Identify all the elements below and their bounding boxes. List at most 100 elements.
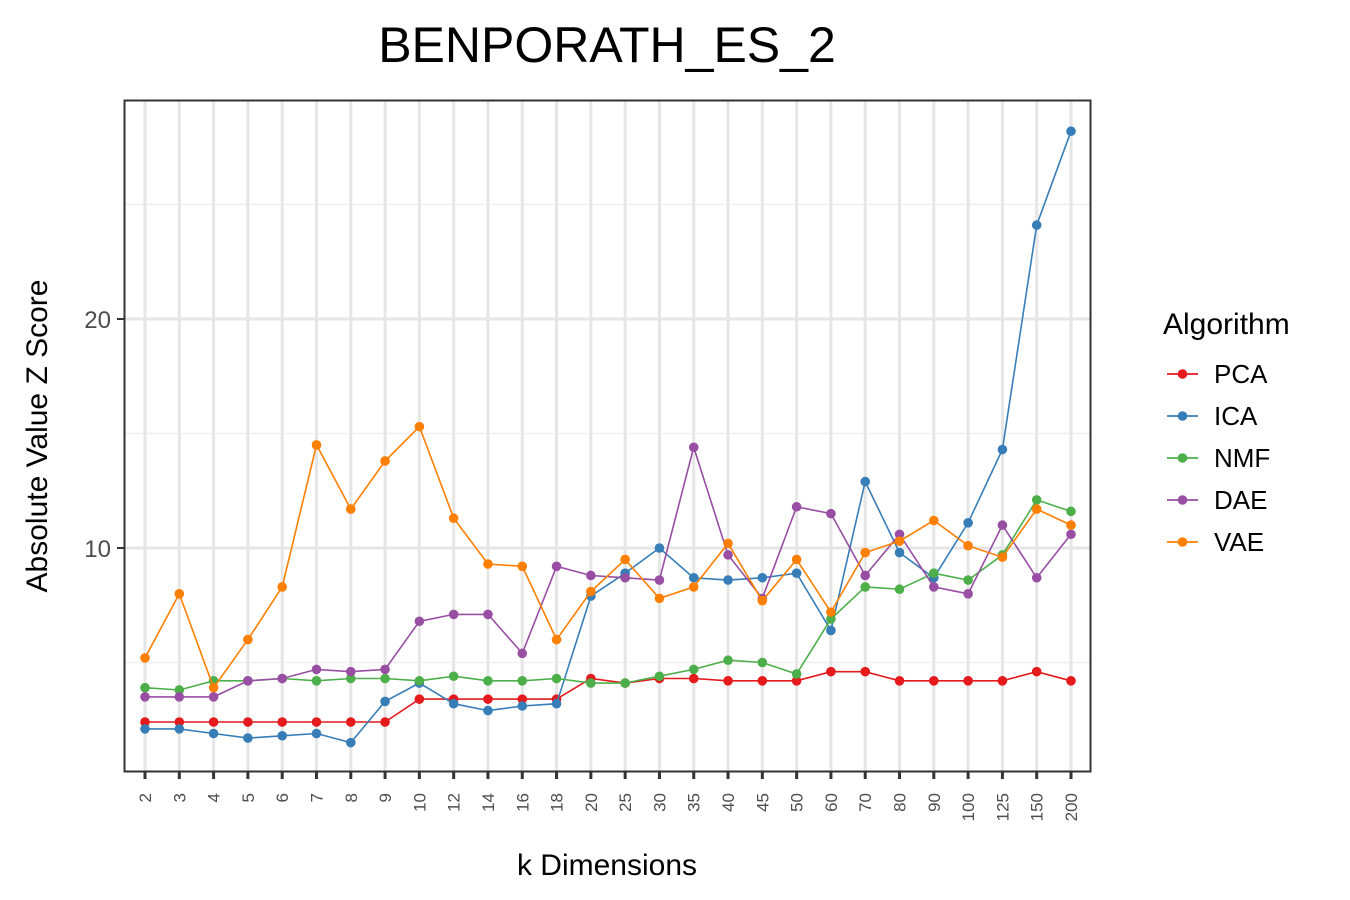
data-point-dae (277, 673, 287, 684)
x-tick-label: 10 (410, 793, 429, 812)
data-point-dae (414, 616, 425, 627)
data-point-nmf (654, 671, 665, 682)
series-line-dae (145, 444, 1072, 698)
data-point-ica (791, 568, 802, 578)
data-point-vae (1031, 504, 1042, 514)
data-point-vae (551, 634, 562, 645)
x-tick-label: 14 (479, 793, 498, 812)
x-tick-label: 70 (856, 793, 875, 812)
data-point-dae (311, 664, 322, 675)
data-point-ica (894, 547, 905, 558)
data-point-pca (345, 717, 356, 727)
x-tick-label: 2 (136, 793, 155, 802)
series-line-nmf (144, 498, 1072, 691)
data-point-dae (929, 582, 939, 592)
x-tick-label: 100 (959, 793, 978, 821)
series-ica (140, 126, 1076, 748)
data-point-nmf (174, 685, 185, 695)
data-point-dae (208, 692, 219, 702)
data-point-ica (551, 698, 562, 709)
x-tick-label: 5 (239, 793, 258, 802)
data-point-pca (483, 694, 493, 704)
data-point-ica (757, 572, 768, 583)
data-point-dae (586, 570, 596, 581)
legend-item-pca: PCA (1167, 359, 1268, 389)
x-tick-label: 30 (650, 793, 669, 812)
x-tick-label: 40 (719, 793, 738, 812)
y-axis: 10 20 (84, 307, 125, 563)
data-point-ica (654, 543, 665, 553)
legend-key-point (1177, 495, 1188, 505)
data-point-nmf (483, 676, 493, 686)
grid-lines (125, 101, 1090, 771)
legend-item-nmf: NMF (1167, 443, 1270, 473)
data-point-nmf (140, 682, 150, 693)
data-point-pca (929, 676, 939, 686)
x-tick-label: 9 (376, 793, 395, 802)
data-point-vae (380, 456, 390, 466)
legend-label: PCA (1214, 359, 1268, 389)
legend-key-point (1177, 411, 1188, 421)
x-axis-title: k Dimensions (517, 849, 697, 882)
data-point-nmf (1031, 495, 1042, 505)
legend-title: Algorithm (1163, 308, 1290, 341)
x-tick-label: 90 (925, 793, 944, 812)
data-point-vae (140, 653, 150, 663)
data-point-ica (1031, 220, 1042, 230)
data-point-pca (174, 717, 185, 727)
data-point-vae (963, 540, 973, 551)
legend-label: DAE (1214, 485, 1267, 515)
x-tick-label: 35 (685, 793, 704, 812)
data-point-vae (517, 561, 528, 572)
y-axis-title: Absolute Value Z Score (21, 280, 54, 593)
plot-panel-border (123, 99, 1092, 773)
data-point-dae (860, 570, 871, 581)
data-point-ica (277, 730, 287, 741)
data-point-pca (826, 666, 836, 677)
data-point-vae (894, 536, 905, 546)
data-point-pca (414, 694, 425, 704)
data-point-ica (140, 724, 150, 734)
legend-label: NMF (1214, 443, 1270, 473)
x-tick-label: 7 (307, 793, 326, 802)
data-point-dae (963, 589, 973, 599)
data-point-nmf (894, 584, 905, 595)
data-point-nmf (517, 676, 528, 686)
data-point-pca (894, 676, 905, 686)
data-point-dae (620, 572, 630, 583)
data-point-ica (448, 698, 459, 709)
data-point-dae (380, 664, 390, 675)
data-point-nmf (448, 671, 459, 682)
data-point-vae (723, 538, 733, 549)
data-point-dae (826, 508, 836, 519)
data-point-vae (277, 582, 287, 592)
series-nmf (140, 495, 1076, 695)
data-point-vae (414, 421, 425, 432)
data-point-dae (654, 575, 665, 585)
data-point-vae (243, 634, 253, 645)
data-point-ica (517, 701, 528, 711)
data-point-pca (380, 717, 390, 727)
legend-key-point (1177, 537, 1188, 547)
y-tick-label: 10 (84, 536, 111, 563)
data-point-dae (688, 442, 699, 453)
data-point-pca (517, 694, 528, 704)
legend-item-dae: DAE (1167, 485, 1267, 515)
data-point-dae (140, 692, 150, 702)
data-point-pca (860, 666, 871, 677)
data-point-dae (517, 648, 528, 659)
data-point-ica (688, 572, 699, 583)
x-tick-label: 6 (273, 793, 292, 802)
x-tick-label: 200 (1062, 793, 1081, 821)
data-point-vae (345, 504, 356, 514)
series-line-vae (144, 425, 1072, 690)
x-tick-label: 60 (822, 793, 841, 812)
data-point-ica (1066, 126, 1076, 137)
data-point-nmf (345, 673, 356, 684)
data-point-ica (723, 575, 733, 585)
series-vae (140, 421, 1076, 693)
data-point-ica (345, 737, 356, 748)
data-point-pca (723, 676, 733, 686)
data-point-nmf (826, 614, 836, 624)
data-point-nmf (1066, 506, 1076, 517)
